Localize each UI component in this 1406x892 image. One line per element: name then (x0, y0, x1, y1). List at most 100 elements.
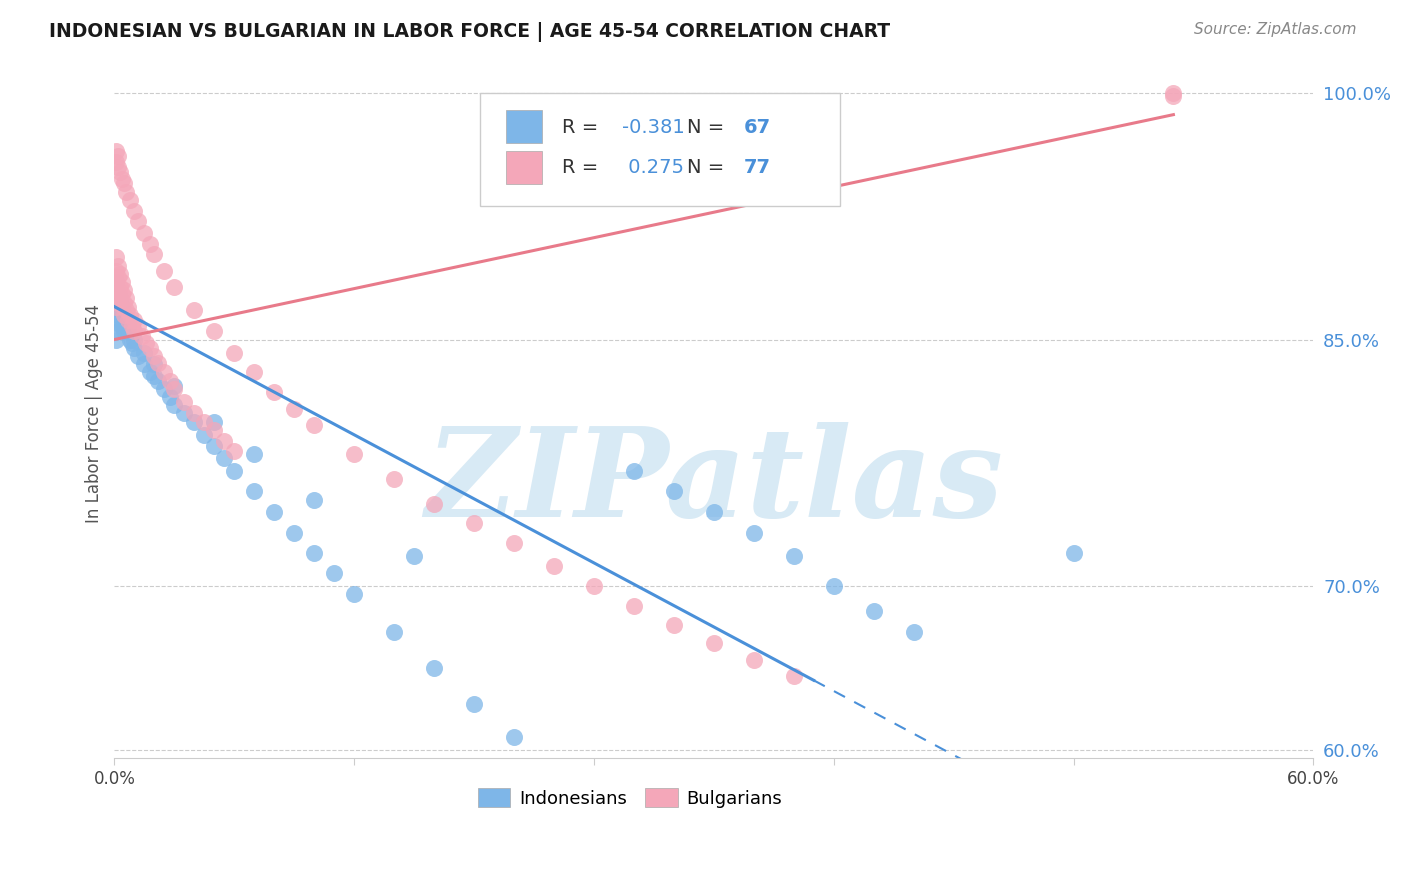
Point (110, 267, 132, 281)
Point (463, 697, 485, 711)
FancyBboxPatch shape (479, 93, 839, 206)
Point (343, 587, 366, 601)
Point (143, 357, 166, 371)
Point (107, 286, 129, 301)
Point (115, 302, 138, 317)
Point (124, 313, 146, 327)
Point (134, 345, 156, 359)
Point (143, 368, 166, 383)
Point (107, 292, 129, 306)
Point (127, 349, 149, 363)
Text: N =: N = (688, 158, 731, 177)
Text: R =: R = (561, 158, 605, 177)
Point (121, 335, 143, 350)
FancyBboxPatch shape (506, 110, 543, 143)
Point (111, 302, 134, 317)
Point (124, 324, 146, 338)
Point (124, 333, 146, 347)
Point (582, 579, 605, 593)
Point (112, 177, 135, 191)
Point (115, 316, 138, 330)
Point (107, 283, 129, 297)
Point (112, 308, 135, 322)
Point (139, 237, 162, 252)
Point (105, 300, 128, 314)
Point (127, 319, 149, 334)
Point (143, 349, 166, 363)
Point (323, 566, 346, 580)
Point (662, 483, 685, 498)
Point (111, 319, 134, 334)
Point (117, 324, 139, 338)
Point (193, 427, 215, 442)
Point (202, 439, 225, 453)
Point (115, 185, 138, 199)
Point (121, 319, 143, 334)
Point (214, 434, 236, 449)
Point (823, 579, 845, 593)
Text: 67: 67 (744, 118, 770, 136)
Point (105, 333, 128, 347)
Point (173, 395, 195, 409)
Point (107, 296, 129, 310)
Point (139, 365, 162, 379)
Point (423, 497, 446, 511)
Point (159, 390, 181, 404)
Point (115, 292, 138, 306)
Point (124, 204, 146, 219)
Point (117, 319, 139, 334)
Point (111, 275, 134, 289)
Point (343, 448, 366, 462)
Text: R =: R = (561, 118, 605, 136)
Point (107, 324, 129, 338)
Point (582, 779, 605, 793)
Point (283, 526, 305, 541)
Text: INDONESIAN VS BULGARIAN IN LABOR FORCE | AGE 45-54 CORRELATION CHART: INDONESIAN VS BULGARIAN IN LABOR FORCE |… (49, 22, 890, 42)
Point (105, 286, 128, 301)
Point (120, 333, 142, 347)
Point (110, 165, 132, 179)
Point (117, 313, 139, 327)
Point (112, 324, 135, 338)
Text: -0.381: -0.381 (621, 118, 685, 136)
Point (202, 423, 225, 437)
Point (112, 283, 135, 297)
Point (112, 308, 135, 322)
Point (163, 382, 186, 396)
Point (143, 247, 166, 261)
Point (202, 415, 225, 429)
Point (124, 341, 146, 355)
Point (105, 283, 128, 297)
Point (302, 493, 325, 508)
Point (404, 549, 426, 564)
Point (110, 313, 132, 327)
Point (105, 251, 128, 265)
Text: 77: 77 (744, 158, 770, 177)
Point (153, 365, 176, 379)
Point (105, 275, 128, 289)
Point (302, 546, 325, 560)
Point (1063, 546, 1085, 560)
Point (382, 624, 405, 639)
Point (120, 308, 142, 322)
Point (117, 300, 139, 314)
Point (163, 280, 186, 294)
Point (139, 341, 162, 355)
Point (112, 296, 135, 310)
Point (543, 559, 565, 574)
Point (183, 302, 205, 317)
Point (224, 345, 246, 359)
Point (163, 378, 186, 392)
Point (134, 226, 156, 240)
Point (111, 286, 134, 301)
Point (110, 296, 132, 310)
Point (105, 155, 128, 169)
Point (105, 144, 128, 158)
Point (742, 653, 765, 667)
Point (703, 636, 725, 650)
Point (107, 259, 129, 273)
Point (135, 335, 157, 350)
Point (153, 382, 176, 396)
FancyBboxPatch shape (506, 152, 543, 185)
Point (543, 759, 565, 773)
